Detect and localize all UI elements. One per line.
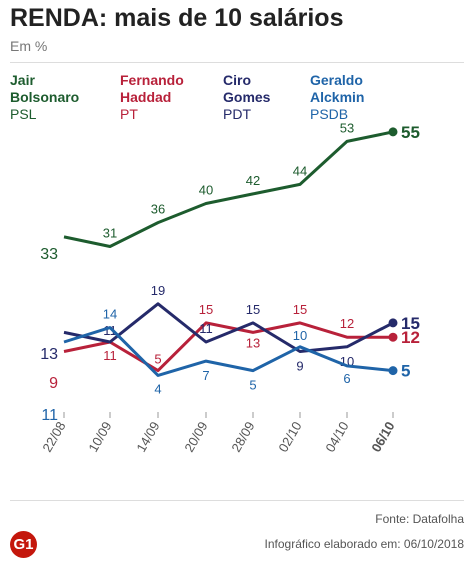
- start-value-haddad: 9: [49, 375, 58, 392]
- data-label-ciro: 11: [199, 321, 213, 336]
- series-line-bolsonaro: [63, 130, 394, 248]
- data-label-alckmin: 10: [293, 328, 307, 343]
- data-label-alckmin: 7: [202, 368, 209, 383]
- data-label-alckmin: 4: [154, 381, 161, 396]
- data-label-bolsonaro: 42: [246, 173, 260, 188]
- data-label-alckmin: 14: [103, 307, 117, 322]
- x-tick-label: 28/09: [228, 419, 257, 455]
- legend-ciro: Ciro Gomes PDT: [223, 72, 270, 123]
- legend-ciro-party: PDT: [223, 106, 251, 122]
- legend-ciro-first: Ciro: [223, 72, 251, 88]
- end-point-haddad: [388, 332, 398, 342]
- legend-alckmin-first: Geraldo: [310, 72, 363, 88]
- end-point-bolsonaro: [388, 127, 398, 137]
- end-value-alckmin: 5: [401, 362, 410, 381]
- data-label-bolsonaro: 53: [340, 120, 354, 135]
- data-label-haddad: 13: [246, 335, 260, 350]
- data-label-alckmin: 5: [249, 378, 256, 393]
- data-label-alckmin: 6: [343, 371, 350, 386]
- bottom-divider: [10, 500, 464, 501]
- legend-alckmin-party: PSDB: [310, 106, 349, 122]
- legend-alckmin: Geraldo Alckmin PSDB: [310, 72, 364, 123]
- end-value-haddad: 12: [401, 328, 420, 347]
- legend-bolsonaro-first: Jair: [10, 72, 35, 88]
- data-label-ciro: 19: [151, 283, 165, 298]
- series-line-alckmin: [63, 326, 394, 377]
- x-tick-label: 02/10: [275, 419, 304, 455]
- data-label-haddad: 11: [103, 348, 117, 363]
- legend-haddad-last: Haddad: [120, 89, 172, 105]
- g1-logo: G1: [10, 531, 37, 558]
- credit-note: Infográfico elaborado em: 06/10/2018: [264, 537, 464, 551]
- data-label-bolsonaro: 44: [293, 163, 307, 178]
- start-value-alckmin: 11: [41, 407, 58, 424]
- data-label-ciro: 9: [296, 359, 303, 374]
- legend-bolsonaro: Jair Bolsonaro PSL: [10, 72, 79, 123]
- start-value-ciro: 13: [40, 346, 58, 363]
- legend-haddad-party: PT: [120, 106, 138, 122]
- data-label-haddad: 15: [199, 302, 213, 317]
- data-label-haddad: 15: [293, 302, 307, 317]
- x-tick-label: 04/10: [322, 419, 351, 455]
- data-label-ciro: 15: [246, 302, 260, 317]
- start-value-bolsonaro: 33: [40, 246, 58, 263]
- data-label-ciro: 11: [103, 323, 117, 338]
- x-tick-label: 06/10: [368, 419, 397, 455]
- chart-subtitle: Em %: [10, 38, 48, 54]
- x-tick-label: 14/09: [133, 419, 162, 455]
- legend-alckmin-last: Alckmin: [310, 89, 365, 105]
- data-label-bolsonaro: 40: [199, 183, 213, 198]
- legend-ciro-last: Gomes: [223, 89, 271, 105]
- source-note: Fonte: Datafolha: [375, 512, 464, 526]
- chart-title: RENDA: mais de 10 salários: [10, 4, 344, 32]
- end-value-ciro: 15: [401, 314, 420, 333]
- legend-haddad-first: Fernando: [120, 72, 184, 88]
- data-label-haddad: 12: [340, 316, 354, 331]
- top-divider: [10, 62, 464, 63]
- data-label-haddad: 5: [154, 352, 161, 367]
- x-tick-label: 10/09: [85, 419, 114, 455]
- x-tick-label: 22/08: [39, 419, 68, 455]
- data-label-bolsonaro: 36: [151, 202, 165, 217]
- line-chart: 22/08 10/09 14/09 20/09 28/09 02/10 04/10 06/10…: [39, 120, 420, 455]
- legend-bolsonaro-party: PSL: [10, 106, 37, 122]
- legend-bolsonaro-last: Bolsonaro: [10, 89, 80, 105]
- end-point-alckmin: [388, 366, 398, 376]
- end-value-bolsonaro: 55: [401, 123, 420, 142]
- series-line-haddad: [63, 321, 393, 373]
- legend-haddad: Fernando Haddad PT: [120, 72, 184, 123]
- x-tick-label: 20/09: [181, 419, 210, 455]
- data-label-bolsonaro: 31: [103, 225, 117, 240]
- end-point-ciro: [388, 318, 398, 328]
